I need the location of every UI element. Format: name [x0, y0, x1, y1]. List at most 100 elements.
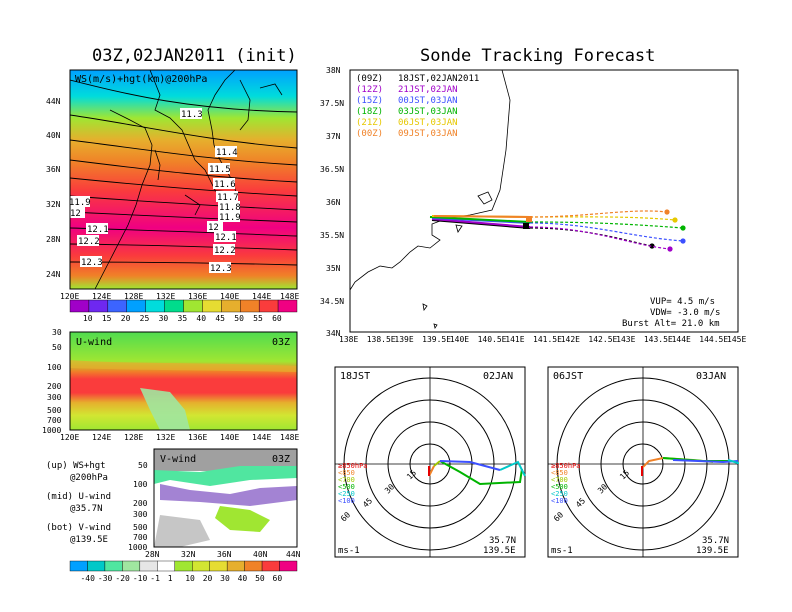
launch-utc: (09Z)	[356, 74, 383, 84]
wind-colorbar-swatch	[139, 560, 158, 572]
lon-tick: 143E	[616, 335, 635, 344]
polar-lon: 139.5E	[483, 546, 516, 556]
wind-colorbar-swatch	[192, 560, 210, 572]
contour-label: 12	[70, 209, 81, 219]
lon-tick: 136E	[188, 433, 207, 442]
p-tick: 300	[47, 393, 62, 402]
lon-tick: 140E	[220, 292, 239, 301]
wind-colorbar-swatch	[104, 560, 123, 572]
lon-tick: 132E	[156, 292, 175, 301]
ws-colorbar-swatch	[202, 299, 222, 313]
launch-utc: (15Z)	[356, 96, 383, 106]
lat-tick: 32N	[181, 550, 196, 559]
wind-colorbar-swatch	[69, 560, 88, 572]
track-lat-ticks: 38N 37.5N 37N 36.5N 36N 35.5N 35N 34.5N …	[320, 66, 344, 338]
ws-colorbar-swatch	[277, 299, 298, 313]
ws-colorbar-swatch	[240, 299, 260, 313]
ws-lon-ticks: 120E 124E 128E 132E 136E 140E 144E 148E	[60, 292, 299, 301]
vwind-green-band	[154, 466, 297, 486]
p-tick: 1000	[42, 426, 61, 435]
vwind-purple-band	[160, 484, 297, 506]
lon-tick: 139.5E	[422, 335, 451, 344]
contour-label: 11.8	[219, 203, 241, 213]
lat-tick: 32N	[46, 200, 61, 209]
contour-label: 12	[208, 223, 219, 233]
ws-colorbar-label: 55	[253, 314, 263, 323]
wind-colorbar: -40 -30 -20 -10 -1 1 10 20 30 40 50 60	[69, 560, 298, 583]
wind-colorbar-swatch	[261, 560, 280, 572]
sonde-track-descent	[529, 226, 671, 250]
polar-level-label: <250	[551, 490, 568, 498]
wind-colorbar-swatch	[226, 560, 245, 572]
wind-colorbar-label: -20	[115, 574, 130, 583]
lon-tick: 120E	[60, 433, 79, 442]
polar-unit: ms-1	[551, 546, 573, 556]
ws-colorbar-label: 45	[215, 314, 225, 323]
contour-label: 12.2	[78, 237, 100, 247]
lon-tick: 145E	[727, 335, 746, 344]
track-coastline	[349, 69, 511, 291]
lon-tick: 138.5E	[367, 335, 396, 344]
launch-utc: (18Z)	[356, 107, 383, 117]
hodograph-segment	[439, 460, 523, 486]
landing-point	[680, 225, 686, 231]
lon-tick: 120E	[60, 292, 79, 301]
wind-colorbar-swatch	[87, 560, 106, 572]
vwind-time: 03Z	[272, 454, 290, 465]
vwind-title: V-wind	[160, 454, 196, 465]
launch-jst: 21JST,02JAN	[398, 85, 458, 95]
ws-colorbar-label: 50	[234, 314, 244, 323]
polar-level-label: ≥850hPa	[551, 462, 581, 470]
ws-colorbar-label: 30	[159, 314, 169, 323]
ws-colorbar-swatch	[183, 299, 203, 313]
vwind-top-band	[154, 449, 297, 471]
polar-unit: ms-1	[338, 546, 360, 556]
polar-level-label: <700	[551, 476, 568, 484]
hodograph-segment	[439, 460, 501, 471]
landing-point	[649, 243, 655, 249]
lon-tick: 140.5E	[478, 335, 507, 344]
island-icon	[422, 303, 428, 311]
wind-colorbar-label: 10	[185, 574, 195, 583]
ws-colorbar-label: 15	[102, 314, 112, 323]
p-tick: 100	[133, 480, 148, 489]
wind-colorbar-label: 40	[238, 574, 248, 583]
ws-colorbar-swatch	[69, 299, 90, 313]
lon-tick: 142.5E	[588, 335, 617, 344]
right-title: Sonde Tracking Forecast	[420, 46, 655, 66]
uwind-p-ticks: 30 50 100 200 300 500 700 1000	[42, 328, 62, 435]
vup-text: VUP= 4.5 m/s	[650, 297, 715, 307]
ws-colorbar: 10 15 20 25 30 35 40 45 50 55 60	[69, 299, 298, 323]
ws-map-label: WS(m/s)+hgt(km)@200hPa	[75, 74, 207, 85]
launch-jst: 06JST,03JAN	[398, 118, 458, 128]
lon-tick: 143.5E	[644, 335, 673, 344]
lat-tick: 36N	[326, 198, 341, 207]
wind-colorbar-swatch	[174, 560, 193, 572]
polar-lat: 35.7N	[489, 536, 516, 546]
sonde-track-descent	[529, 221, 684, 229]
track-frame	[349, 69, 739, 333]
contour-label: 11.9	[69, 198, 91, 208]
wind-colorbar-label: 30	[220, 574, 230, 583]
ws-map-frame	[69, 69, 298, 290]
hodograph-segment	[433, 460, 441, 467]
contour-label: 12.3	[81, 258, 103, 268]
wind-colorbar-label: 60	[273, 574, 283, 583]
ws-colorbar-label: 60	[272, 314, 282, 323]
hodograph-segment	[727, 459, 739, 464]
contour-label: 12.1	[215, 233, 237, 243]
lon-tick: 128E	[124, 433, 143, 442]
lat-tick: 37N	[326, 132, 341, 141]
lat-tick: 35.5N	[320, 231, 344, 240]
ws-colorbar-label: 25	[140, 314, 150, 323]
lon-tick: 141.5E	[533, 335, 562, 344]
lat-tick: 36N	[217, 550, 232, 559]
polar-level-label: ≥850hPa	[338, 462, 368, 470]
wind-colorbar-label: 1	[168, 574, 173, 583]
lon-tick: 144E	[252, 433, 271, 442]
launch-jst: 09JST,03JAN	[398, 129, 458, 139]
ws-lat-ticks: 44N 40N 36N 32N 28N 24N	[46, 97, 61, 279]
uwind-time: 03Z	[272, 337, 290, 348]
